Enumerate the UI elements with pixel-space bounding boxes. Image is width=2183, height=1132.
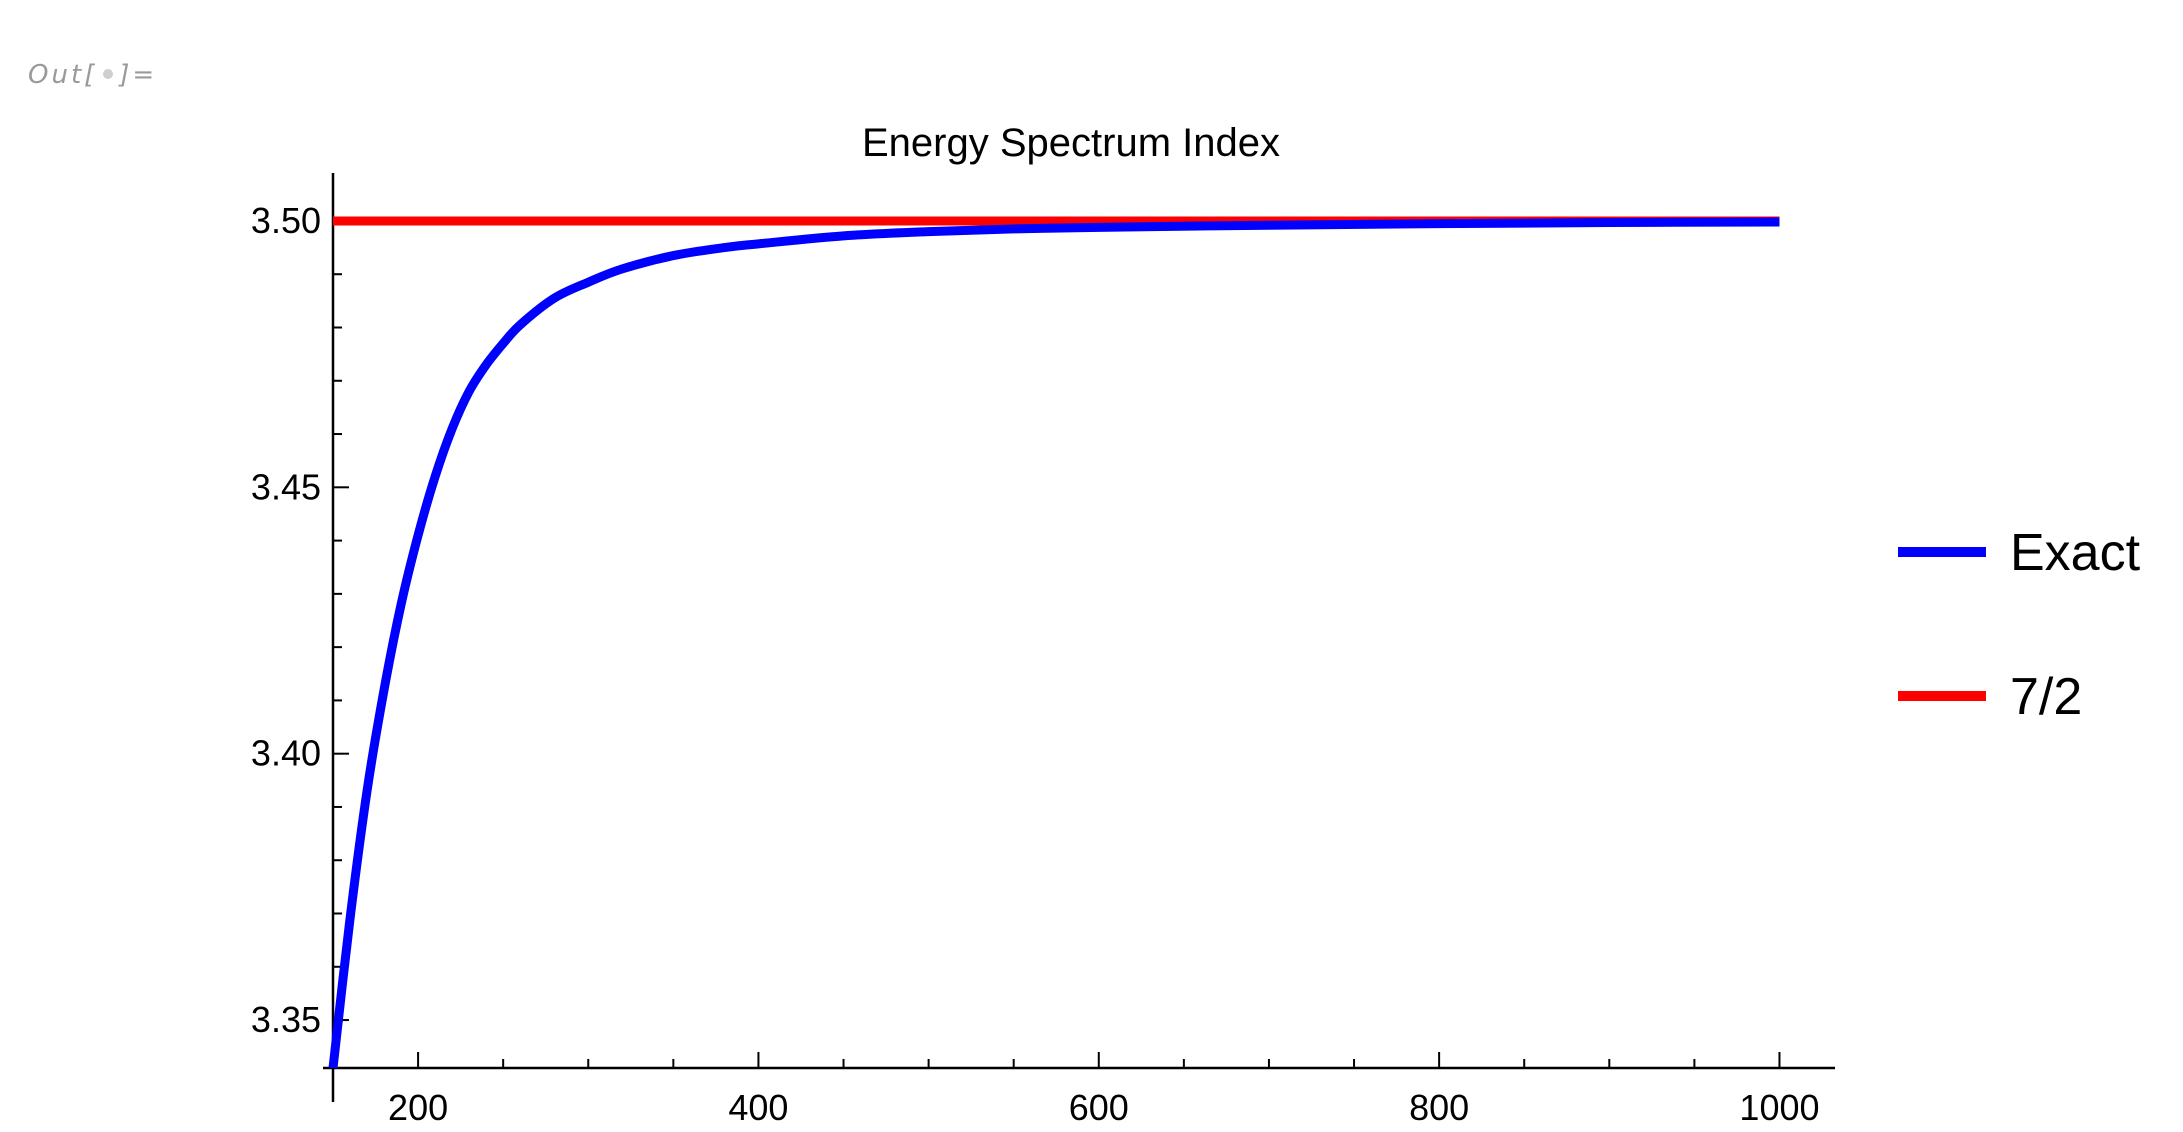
y-tick-label: 3.40 [251,733,321,774]
chart-title: Energy Spectrum Index [862,121,1280,165]
output-cell-label: Out[ ]= [28,60,157,90]
x-tick-label: 600 [1069,1087,1129,1128]
output-label-prefix: Out[ [28,60,98,90]
x-tick-label: 400 [728,1087,788,1128]
x-tick-label: 1000 [1739,1087,1819,1128]
legend-label-exact: Exact [2010,524,2141,582]
plot-series [328,216,1780,1069]
y-tick-label: 3.35 [251,999,321,1040]
x-tick-label: 800 [1409,1087,1469,1128]
cell-dot-icon [103,69,114,79]
chart-legend: Exact 7/2 [1898,524,2141,726]
legend-label-7-2: 7/2 [2010,668,2082,726]
y-tick-label: 3.45 [251,466,321,507]
x-tick-label: 200 [388,1087,448,1128]
series-line-exact [328,217,1780,1069]
y-tick-label: 3.50 [251,200,321,241]
output-label-suffix: ]= [119,60,158,90]
plot-axes: 200 400 600 800 1000 3.35 3.40 3.45 3.50 [251,173,1835,1128]
